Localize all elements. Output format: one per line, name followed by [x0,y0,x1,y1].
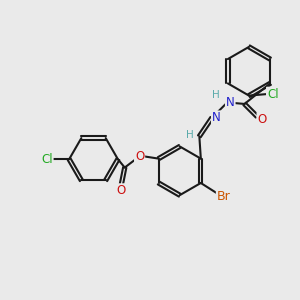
Text: Br: Br [217,190,231,203]
Text: O: O [257,113,267,126]
Text: Cl: Cl [267,88,279,100]
Text: Cl: Cl [41,153,53,166]
Text: H: H [212,90,220,100]
Text: N: N [212,111,221,124]
Text: O: O [116,184,126,197]
Text: H: H [186,130,194,140]
Text: O: O [135,150,144,163]
Text: N: N [226,96,235,109]
